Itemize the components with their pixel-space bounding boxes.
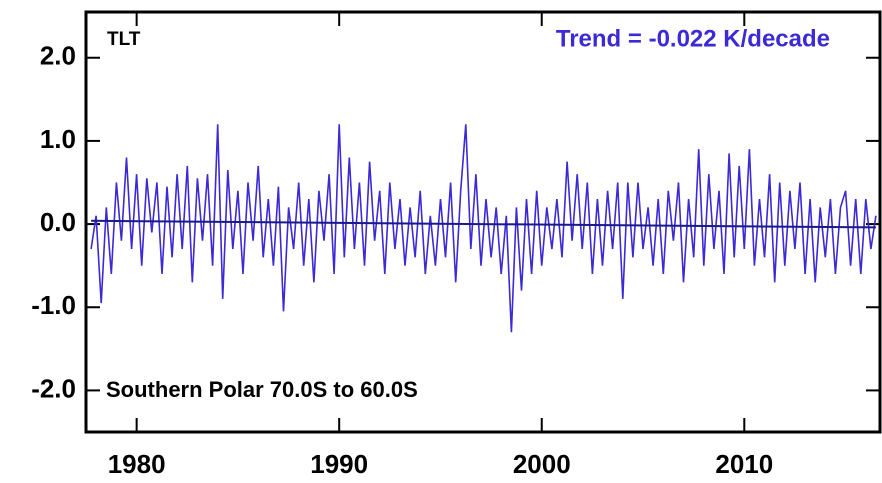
plot-frame bbox=[84, 10, 882, 434]
y-tick-label: -1.0 bbox=[31, 290, 76, 320]
trend-line bbox=[91, 219, 876, 229]
y-tick-label: 2.0 bbox=[40, 41, 76, 71]
data-line bbox=[90, 124, 877, 333]
x-tick-label: 2010 bbox=[715, 449, 773, 479]
y-tick-label: -2.0 bbox=[31, 373, 76, 403]
region-annotation: Southern Polar 70.0S to 60.0S bbox=[106, 377, 418, 402]
x-tick-label: 1980 bbox=[108, 449, 166, 479]
y-tick-label: 0.0 bbox=[40, 207, 76, 237]
x-tick-label: 2000 bbox=[513, 449, 571, 479]
chart-title: TLT bbox=[107, 29, 141, 50]
y-tick-label: 1.0 bbox=[40, 124, 76, 154]
trend-annotation: Trend = -0.022 K/decade bbox=[556, 25, 830, 52]
x-tick-label: 1990 bbox=[310, 449, 368, 479]
